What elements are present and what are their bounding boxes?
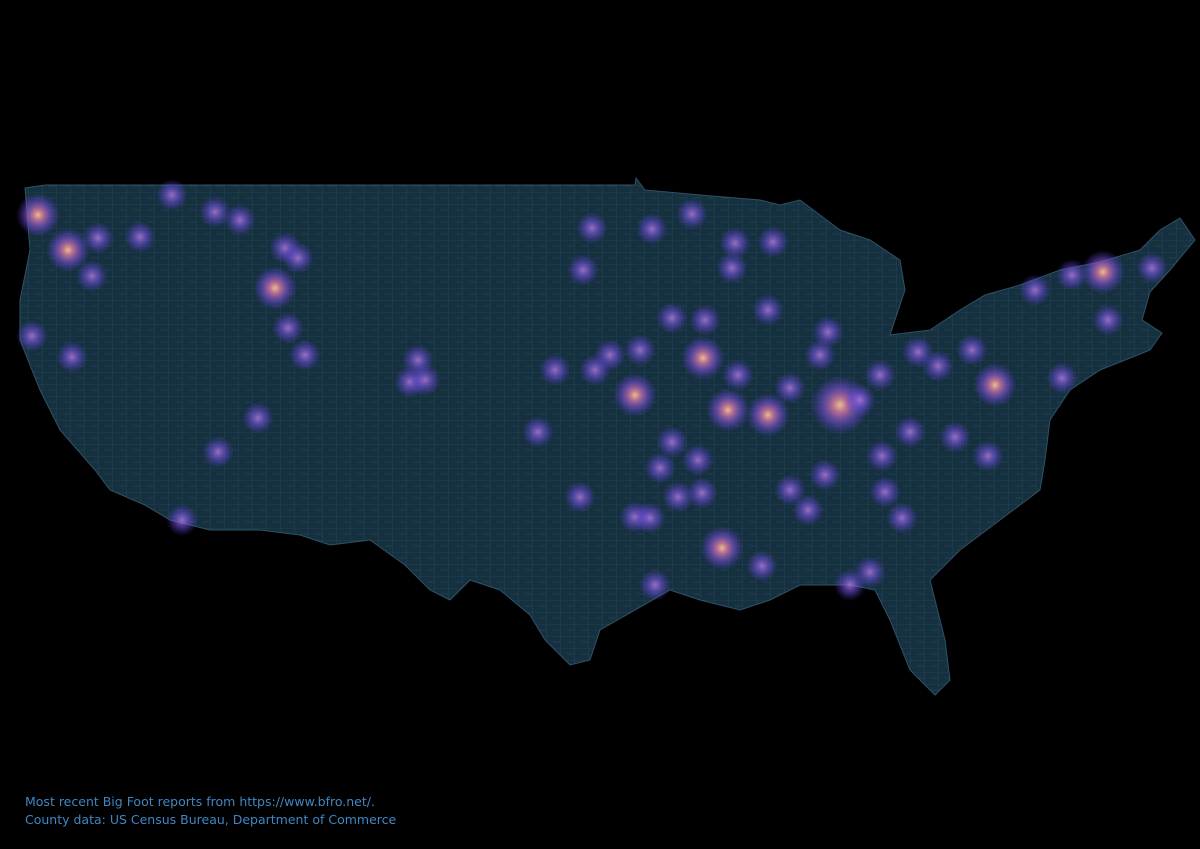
hotspot: [956, 334, 988, 366]
hotspot: [886, 502, 918, 534]
hotspot: [639, 569, 671, 601]
hotspot: [757, 226, 789, 258]
hotspot: [567, 254, 599, 286]
hotspot: [844, 384, 876, 416]
hotspot: [253, 266, 297, 310]
caption-line: County data: US Census Bureau, Departmen…: [25, 812, 397, 827]
hotspot: [681, 336, 725, 380]
caption-line: Most recent Big Foot reports from https:…: [25, 794, 375, 809]
hotspot: [866, 440, 898, 472]
hotspot: [124, 221, 156, 253]
hotspot: [1092, 304, 1124, 336]
hotspot: [624, 334, 656, 366]
hotspot: [656, 426, 688, 458]
hotspot: [644, 452, 676, 484]
hotspot: [1046, 362, 1078, 394]
hotspot: [224, 204, 256, 236]
hotspot: [752, 294, 784, 326]
hotspot: [199, 196, 231, 228]
hotspot: [564, 481, 596, 513]
hotspot: [613, 373, 657, 417]
hotspot: [722, 359, 754, 391]
hotspot: [1081, 250, 1125, 294]
hotspot: [700, 526, 744, 570]
hotspot: [156, 179, 188, 211]
hotspot: [166, 504, 198, 536]
hotspot: [76, 260, 108, 292]
hotspot: [202, 436, 234, 468]
hotspot: [56, 341, 88, 373]
hotspot: [973, 363, 1017, 407]
hotspot: [289, 339, 321, 371]
hotspot: [854, 556, 886, 588]
hotspot: [809, 459, 841, 491]
hotspot: [894, 416, 926, 448]
hotspot: [686, 477, 718, 509]
hotspot: [272, 312, 304, 344]
hotspot: [634, 502, 666, 534]
hotspot: [972, 440, 1004, 472]
hotspot: [719, 227, 751, 259]
hotspot: [706, 388, 750, 432]
hotspot: [864, 359, 896, 391]
hotspot: [282, 242, 314, 274]
hotspot: [1019, 274, 1051, 306]
hotspot: [662, 481, 694, 513]
hotspot: [242, 402, 274, 434]
hotspot: [1136, 252, 1168, 284]
hotspot: [46, 228, 90, 272]
hotspot: [16, 193, 60, 237]
hotspot: [576, 212, 608, 244]
hotspot: [522, 416, 554, 448]
hotspot: [676, 198, 708, 230]
hotspot: [746, 393, 790, 437]
hotspot: [682, 444, 714, 476]
hotspot: [716, 252, 748, 284]
hotspot: [636, 213, 668, 245]
hotspot: [1056, 259, 1088, 291]
hotspot: [689, 304, 721, 336]
hotspot: [939, 421, 971, 453]
hotspot: [656, 302, 688, 334]
hotspots: [16, 179, 1168, 601]
hotspot: [16, 320, 48, 352]
hotspot: [82, 222, 114, 254]
hotspot: [922, 350, 954, 382]
hotspot: [774, 372, 806, 404]
hotspot: [579, 354, 611, 386]
hotspot: [409, 364, 441, 396]
hotspot: [812, 316, 844, 348]
hotspot: [539, 354, 571, 386]
hotspot: [746, 550, 778, 582]
hotspot: [792, 494, 824, 526]
hotspot: [869, 476, 901, 508]
